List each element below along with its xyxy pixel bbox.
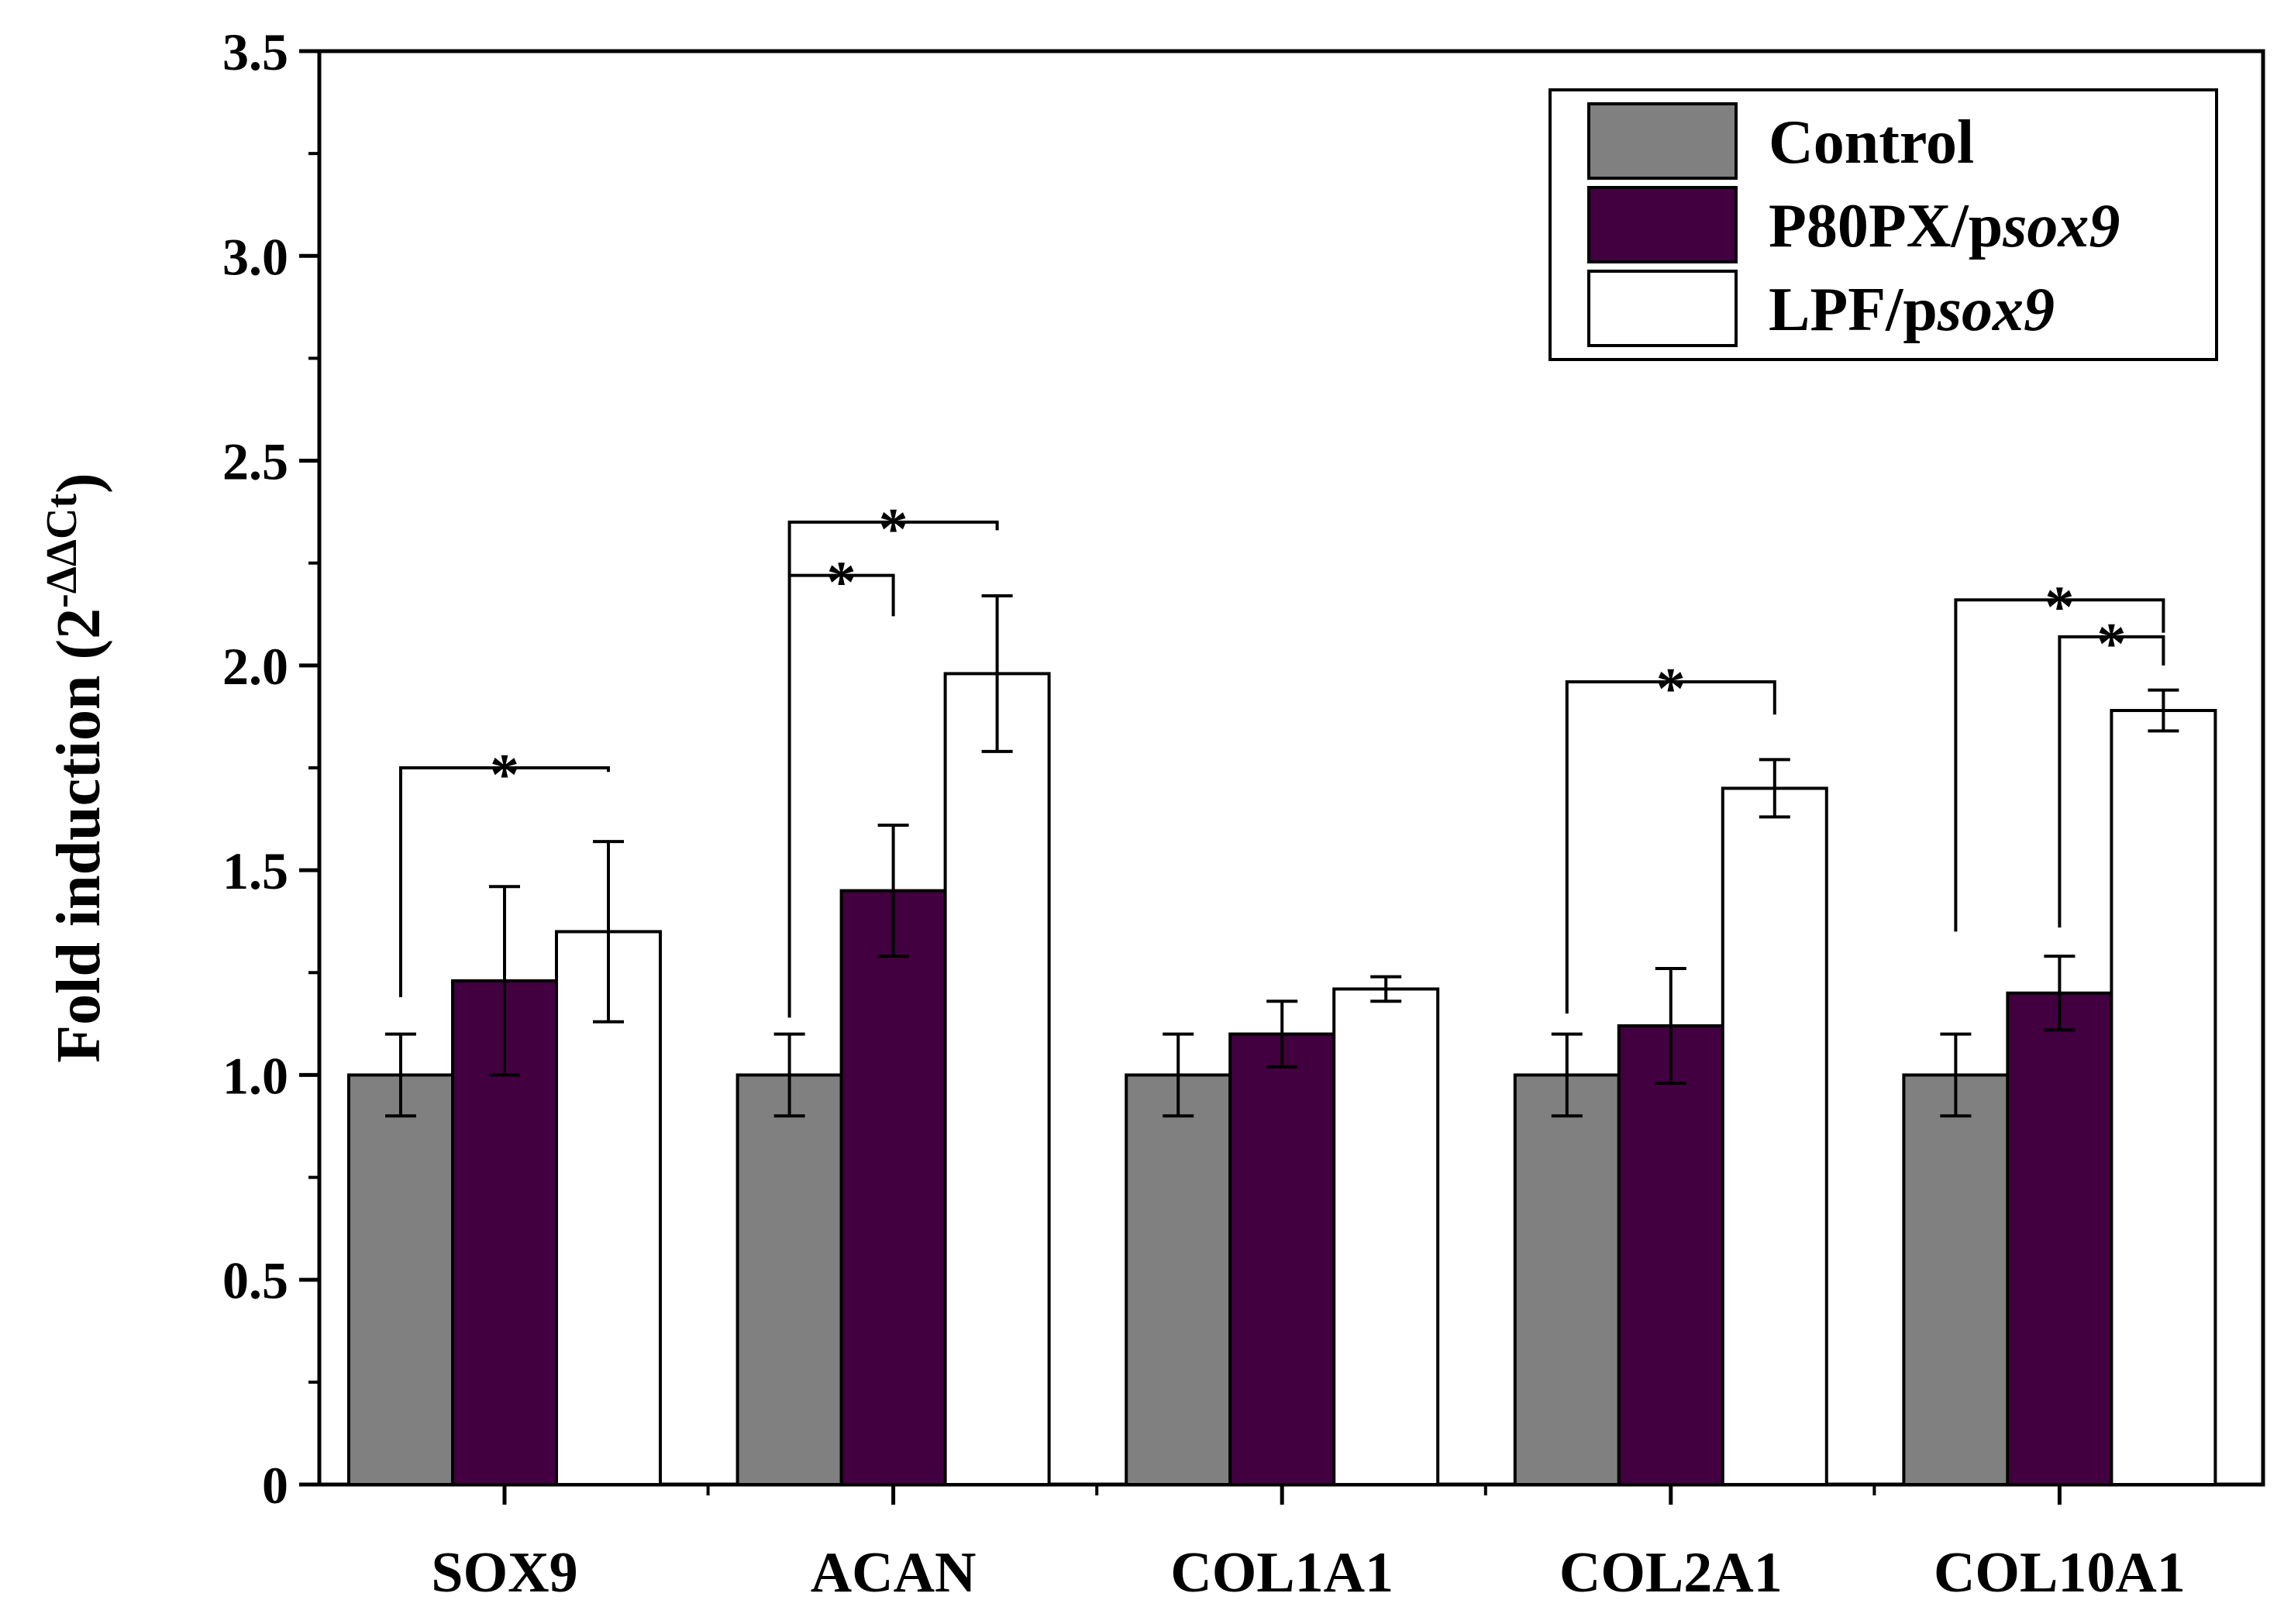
bar — [1125, 1073, 1232, 1486]
y-tick-label: 0.5 — [222, 1251, 288, 1310]
significance-bracket — [2058, 635, 2165, 928]
bar — [943, 672, 1051, 1486]
y-axis-title-close: ) — [45, 473, 113, 494]
significance-star: * — [827, 550, 856, 615]
legend-label: Control — [1769, 108, 1974, 177]
y-tick-label: 1.0 — [222, 1046, 288, 1105]
x-category-label: COL1A1 — [1170, 1541, 1393, 1605]
significance-bracket — [787, 520, 999, 576]
legend-label: P80PX/psox9 — [1769, 192, 2120, 260]
legend-label-text: P80PX/p — [1769, 192, 2003, 260]
bar — [1332, 987, 1440, 1486]
legend-label: LPF/psox9 — [1769, 276, 2055, 344]
y-tick-label: 0 — [262, 1456, 288, 1515]
significance-star: * — [2096, 611, 2126, 676]
x-category-label: COL10A1 — [1934, 1541, 2186, 1605]
legend-swatch — [1587, 102, 1738, 180]
bar — [735, 1073, 843, 1486]
significance-bracket — [787, 573, 895, 1018]
legend-swatch — [1587, 186, 1738, 263]
bar — [1617, 1024, 1724, 1486]
y-tick-label: 2.5 — [222, 432, 288, 491]
significance-brackets: * * * * * * — [399, 497, 2165, 1018]
bar — [2110, 709, 2217, 1486]
y-axis-title: Fold induction (2-ΔΔCt) — [38, 473, 113, 1062]
y-tick-label: 3.0 — [222, 227, 288, 286]
x-category-label: SOX9 — [431, 1541, 577, 1605]
y-tick-label: 2.0 — [222, 637, 288, 696]
legend-label-text: Control — [1769, 108, 1974, 177]
significance-bracket — [1954, 598, 2165, 932]
x-category-label: ACAN — [811, 1541, 977, 1605]
y-tick-label: 1.5 — [222, 841, 288, 900]
bars — [347, 594, 2217, 1487]
legend-label-italic: sox9 — [2002, 192, 2120, 260]
bar — [1513, 1073, 1621, 1486]
significance-bracket — [1565, 680, 1776, 1014]
y-tick-label: 3.5 — [222, 22, 288, 81]
bar — [839, 889, 947, 1486]
significance-star: * — [2045, 574, 2074, 639]
bar — [2006, 991, 2113, 1486]
bar — [1721, 786, 1828, 1486]
axes: 0 0.5 1.0 1.5 2.0 2.5 3.0 3.5 Fold induction (2-… — [38, 22, 2265, 1605]
significance-star: * — [879, 497, 908, 562]
legend-label-text: LPF/p — [1769, 276, 1938, 344]
bar — [347, 1073, 454, 1486]
y-axis-title-superscript: -ΔΔCt — [38, 494, 86, 608]
significance-star: * — [1656, 656, 1686, 721]
y-axis-title-main: Fold induction (2 — [45, 608, 113, 1063]
legend-swatch — [1587, 270, 1738, 347]
x-category-label: COL2A1 — [1559, 1541, 1783, 1605]
bar — [1902, 1073, 2010, 1486]
bar — [1228, 1032, 1336, 1486]
legend-label-italic: sox9 — [1937, 276, 2055, 344]
significance-bracket — [399, 766, 610, 997]
significance-star: * — [490, 742, 519, 807]
